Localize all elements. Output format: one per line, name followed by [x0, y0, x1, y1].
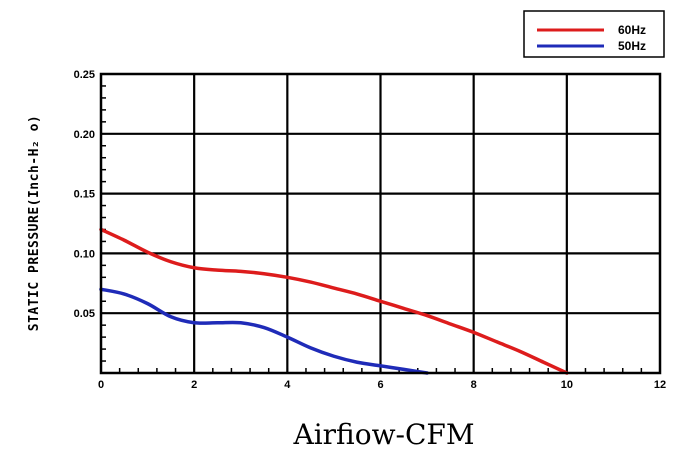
legend-label-50hz: 50Hz — [618, 39, 646, 53]
x-tick-label: 6 — [377, 379, 383, 391]
y-tick-label: 0.25 — [74, 69, 95, 81]
series-line-60hz — [99, 227, 569, 375]
legend-box — [523, 10, 665, 58]
x-tick-label: 0 — [98, 379, 104, 391]
minor-ticks — [101, 85, 643, 373]
series-layer — [99, 227, 569, 375]
y-axis-ticks: 0.05 0.10 0.15 0.20 0.25 — [74, 69, 95, 320]
y-axis-label: STATIC PRESSURE(Inch-H₂ o) — [27, 115, 42, 332]
legend-label-60hz: 60Hz — [618, 23, 646, 37]
y-tick-label: 0.10 — [74, 248, 95, 260]
x-axis-label: Airfiow-CFM — [292, 418, 474, 451]
x-tick-label: 12 — [654, 379, 666, 391]
x-tick-label: 4 — [284, 379, 291, 391]
x-tick-label: 8 — [471, 379, 477, 391]
plot-frame — [99, 72, 662, 375]
grid — [101, 74, 660, 373]
x-tick-label: 2 — [191, 379, 197, 391]
x-tick-label: 10 — [561, 379, 573, 391]
y-tick-label: 0.15 — [74, 189, 95, 201]
series-line-50hz — [99, 287, 429, 375]
y-tick-label: 0.05 — [74, 308, 95, 320]
x-axis-ticks: 0 2 4 6 8 10 12 — [98, 379, 666, 391]
legend: 60Hz 50Hz — [523, 10, 665, 58]
y-tick-label: 0.20 — [74, 129, 95, 141]
